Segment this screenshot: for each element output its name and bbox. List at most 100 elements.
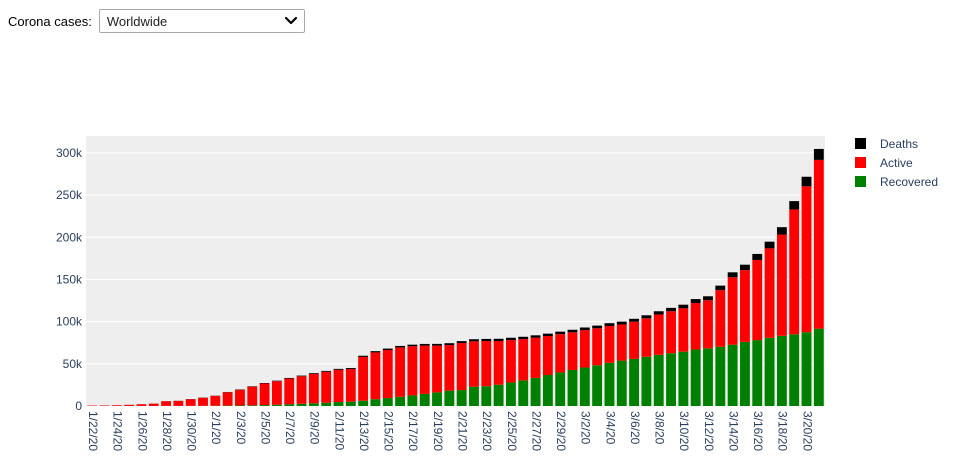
bars: [87, 148, 824, 406]
x-tick-label: 2/1/20: [209, 411, 223, 445]
x-tick-label: 3/12/20: [702, 411, 716, 451]
bar-recovered: [247, 405, 258, 406]
bar-active: [579, 330, 590, 368]
bar-active: [789, 209, 800, 335]
bar-active: [518, 339, 529, 381]
bar-recovered: [419, 393, 430, 406]
bar-active: [592, 328, 603, 366]
bar-active: [235, 389, 245, 406]
bar-active: [629, 321, 640, 359]
x-tick-label: 2/25/20: [505, 411, 519, 451]
bar-recovered: [629, 358, 640, 406]
x-tick-label: 2/17/20: [406, 411, 420, 451]
y-tick-label: 150k: [56, 272, 83, 286]
bar-deaths: [764, 241, 775, 249]
bar-active: [653, 314, 664, 355]
bar-recovered: [752, 340, 763, 406]
bar-deaths: [715, 285, 726, 291]
bar-deaths: [530, 335, 541, 338]
x-tick-label: 2/3/20: [234, 411, 248, 445]
bar-active: [271, 381, 282, 405]
legend-swatch-deaths[interactable]: [855, 138, 866, 149]
bar-recovered: [653, 354, 664, 406]
bar-recovered: [592, 365, 603, 406]
bar-active: [456, 343, 467, 391]
bar-active: [247, 386, 258, 406]
x-tick-label: 2/11/20: [332, 411, 346, 450]
bar-deaths: [407, 344, 418, 347]
region-select-value: Worldwide: [106, 13, 168, 29]
legend-label-recovered[interactable]: Recovered: [880, 175, 938, 189]
legend-swatch-recovered[interactable]: [855, 176, 866, 187]
bar-active: [136, 404, 147, 406]
bar-active: [703, 300, 713, 349]
bar-deaths: [579, 327, 590, 331]
bar-active: [530, 337, 541, 378]
x-axis: 1/22/20 1/24/20 1/26/20 1/28/20 1/30/20 2/1/2…: [86, 411, 814, 451]
bar-active: [284, 378, 295, 405]
bar-deaths: [493, 338, 504, 342]
x-tick-label: 1/24/20: [111, 411, 125, 451]
bar-deaths: [555, 331, 566, 335]
x-tick-label: 2/29/20: [554, 411, 568, 451]
bar-deaths: [505, 337, 516, 341]
x-tick-label: 2/13/20: [357, 411, 371, 451]
bar-active: [222, 392, 233, 406]
bar-recovered: [604, 362, 615, 406]
x-tick-label: 1/28/20: [160, 411, 174, 451]
bar-deaths: [321, 370, 332, 372]
y-axis: 0 50k 100k 150k 200k 250k 300k: [56, 146, 83, 413]
bar-deaths: [813, 148, 824, 160]
bar-recovered: [469, 386, 479, 406]
bar-active: [173, 400, 184, 406]
y-tick-label: 200k: [56, 230, 83, 244]
bar-active: [505, 340, 516, 383]
x-tick-label: 3/14/20: [726, 411, 740, 451]
bar-deaths: [333, 368, 344, 370]
bar-deaths: [395, 345, 406, 348]
bar-recovered: [813, 328, 824, 406]
bar-active: [444, 345, 455, 391]
legend-label-active[interactable]: Active: [880, 156, 913, 170]
bar-active: [395, 347, 406, 397]
bar-recovered: [358, 400, 369, 406]
bar-recovered: [235, 405, 245, 406]
x-tick-label: 3/2/20: [579, 411, 593, 445]
y-tick-label: 250k: [56, 188, 83, 202]
bar-deaths: [604, 323, 615, 326]
bar-recovered: [321, 402, 332, 406]
bar-recovered: [542, 375, 553, 406]
bar-active: [690, 302, 701, 350]
bar-recovered: [308, 403, 319, 406]
bar-recovered: [530, 377, 541, 406]
bar-recovered: [382, 398, 393, 406]
x-tick-label: 3/20/20: [800, 411, 814, 451]
x-tick-label: 1/30/20: [185, 411, 199, 451]
x-tick-label: 2/7/20: [283, 411, 297, 445]
bar-deaths: [678, 304, 689, 309]
bar-active: [666, 311, 676, 354]
bar-active: [321, 371, 332, 403]
bar-deaths: [653, 311, 664, 315]
bar-deaths: [542, 333, 553, 337]
bar-deaths: [469, 339, 479, 342]
bar-deaths: [481, 338, 492, 342]
region-select[interactable]: Worldwide: [98, 9, 305, 33]
bar-recovered: [678, 351, 689, 406]
x-tick-label: 3/18/20: [776, 411, 790, 451]
bar-deaths: [690, 299, 701, 303]
bar-deaths: [419, 343, 430, 346]
legend-swatch-active[interactable]: [855, 157, 866, 168]
bar-active: [740, 270, 750, 342]
bar-deaths: [752, 253, 763, 260]
bar-deaths: [616, 321, 627, 325]
bar-recovered: [789, 334, 800, 406]
bar-active: [752, 259, 763, 341]
legend-label-deaths[interactable]: Deaths: [880, 137, 918, 151]
bar-deaths: [567, 329, 578, 333]
bar-active: [715, 290, 726, 347]
x-tick-label: 2/21/20: [455, 411, 469, 451]
bar-active: [210, 395, 221, 406]
bar-deaths: [358, 355, 369, 357]
